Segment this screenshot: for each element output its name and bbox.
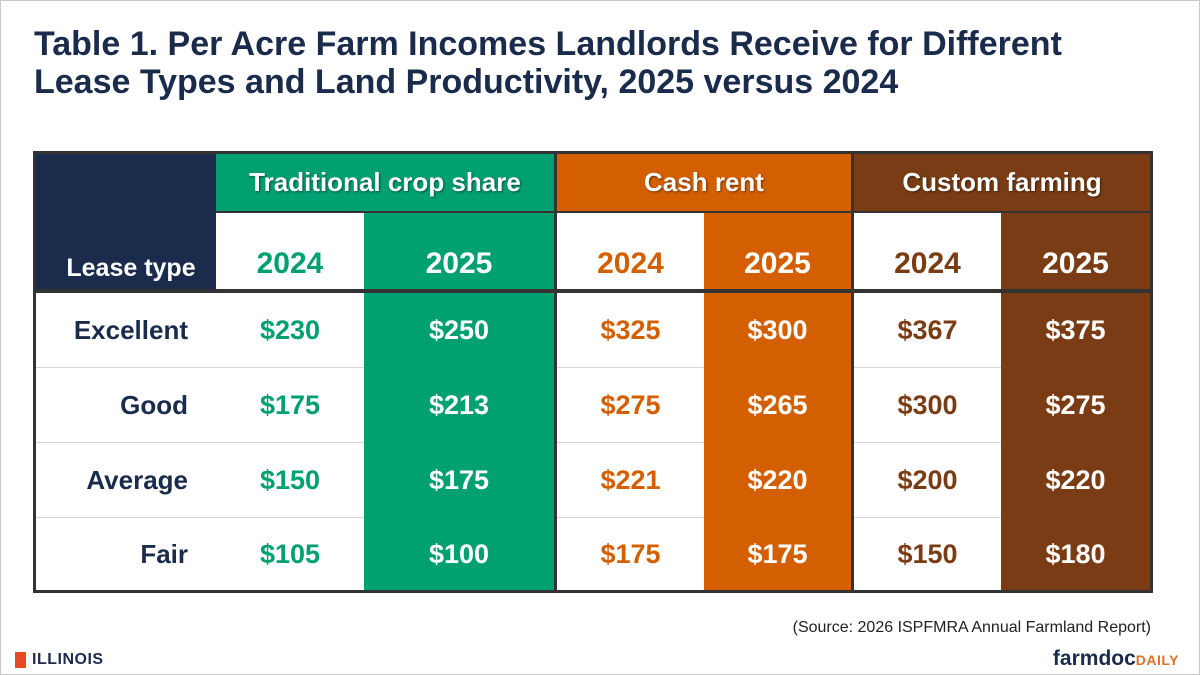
year-header: 2025 [364, 213, 554, 289]
group-header: Cash rent [557, 154, 851, 211]
value-cell: $325 [557, 293, 704, 368]
value-cell: $275 [1001, 368, 1150, 443]
value-cell: $265 [704, 368, 851, 443]
value-cell: $220 [704, 443, 851, 518]
group-header: Traditional crop share [216, 154, 554, 211]
row-label: Excellent [36, 293, 216, 368]
year-header: 2025 [704, 213, 851, 289]
value-cell: $250 [364, 293, 554, 368]
row-label: Average [36, 443, 216, 518]
value-cell: $175 [704, 518, 851, 590]
value-cell: $213 [364, 368, 554, 443]
value-cell: $221 [557, 443, 704, 518]
value-cell: $220 [1001, 443, 1150, 518]
logo-text: ILLINOIS [32, 651, 104, 668]
logo-text: farmdoc [1052, 647, 1136, 670]
row-label: Good [36, 368, 216, 443]
group-header: Custom farming [854, 154, 1150, 211]
value-cell: $300 [854, 368, 1001, 443]
corner-header: Lease type [36, 154, 216, 289]
row-label: Fair [36, 518, 216, 590]
illinois-logo: ILLINOIS [15, 651, 104, 669]
value-cell: $180 [1001, 518, 1150, 590]
logo-accent: DAILY [1135, 652, 1179, 668]
value-cell: $375 [1001, 293, 1150, 368]
title: Table 1. Per Acre Farm Incomes Landlords… [34, 25, 1062, 101]
year-header: 2025 [1001, 213, 1150, 289]
value-cell: $100 [364, 518, 554, 590]
farmdoc-logo: farmdocDAILY [1053, 647, 1179, 671]
year-header: 2024 [854, 213, 1001, 289]
source-note: (Source: 2026 ISPFMRA Annual Farmland Re… [792, 619, 1151, 636]
value-cell: $175 [364, 443, 554, 518]
value-cell: $275 [557, 368, 704, 443]
value-cell: $175 [216, 368, 364, 443]
value-cell: $367 [854, 293, 1001, 368]
value-cell: $230 [216, 293, 364, 368]
value-cell: $300 [704, 293, 851, 368]
logo-mark [15, 652, 26, 668]
table: Lease type Traditional crop share 2024 2025… [33, 151, 1153, 593]
year-header: 2024 [216, 213, 364, 289]
value-cell: $200 [854, 443, 1001, 518]
value-cell: $175 [557, 518, 704, 590]
value-cell: $150 [854, 518, 1001, 590]
value-cell: $150 [216, 443, 364, 518]
year-header: 2024 [557, 213, 704, 289]
value-cell: $105 [216, 518, 364, 590]
